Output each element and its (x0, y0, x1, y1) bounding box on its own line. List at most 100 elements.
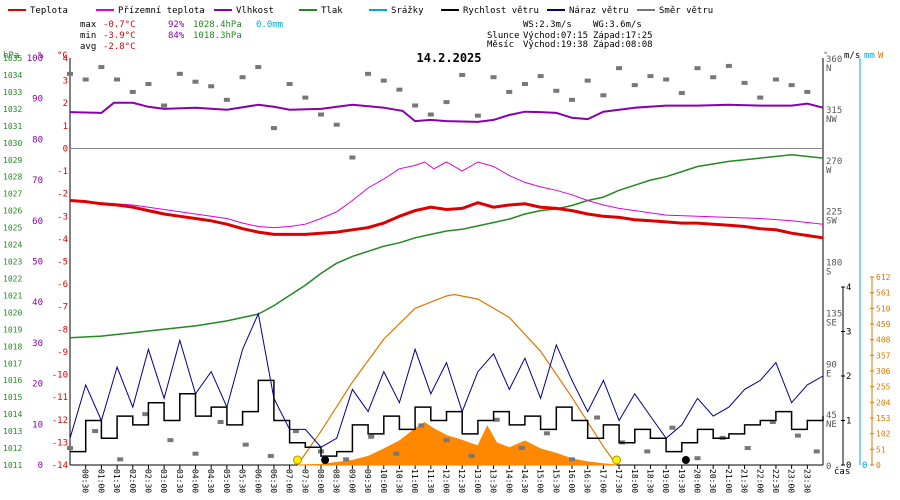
solar-tick-label: 408 (876, 336, 891, 345)
x-axis-label: čas (834, 466, 850, 477)
wind-direction-mark (647, 74, 654, 79)
pressure-line (69, 153, 824, 339)
wind-direction-mark (678, 91, 685, 96)
stat-min-label: min (80, 31, 96, 41)
wind-direction-mark (208, 84, 215, 89)
wind-direction-mark (302, 95, 309, 100)
direction-tick-label: 270 (826, 157, 842, 167)
x-tick-label: 18:30 (645, 469, 654, 493)
x-tick-label: 09:30 (363, 469, 372, 493)
x-tick-label: 08:00 (316, 469, 325, 493)
solar-tick-label: 102 (876, 430, 891, 439)
speed-tick-label: 2 (846, 372, 851, 382)
temp-tick-label: -8 (57, 325, 68, 335)
direction-tick-label: 315 (826, 106, 842, 116)
wind-ws: WS:2.3m/s (523, 20, 572, 30)
temp-tick-label: 0 (63, 144, 68, 154)
wind-direction-mark (725, 63, 732, 68)
x-tick-label: 23:00 (787, 469, 796, 493)
wind-direction-mark (490, 75, 497, 80)
wind-direction-mark (142, 412, 149, 417)
temp-tick-label: -2 (57, 190, 68, 200)
temp-tick-label: -4 (57, 235, 68, 245)
pressure-tick-label: 1030 (3, 139, 22, 148)
pressure-tick-label: 1033 (3, 88, 22, 97)
wind-direction-mark (368, 434, 375, 439)
wind-direction-mark (521, 82, 528, 87)
pressure-tick-label: 1029 (3, 156, 22, 165)
wind-direction-mark (343, 457, 350, 462)
wind-direction-mark (459, 72, 466, 77)
temp-tick-label: -14 (52, 461, 68, 471)
x-tick-label: 16:30 (583, 469, 592, 493)
moon-set: Západ:08:08 (593, 40, 653, 50)
rain-tick-label: 0 (862, 461, 867, 471)
wind-direction-mark (192, 451, 199, 456)
x-tick-label: 07:00 (285, 469, 294, 493)
humidity-tick-label: 10 (32, 420, 43, 430)
temp-tick-label: 4 (63, 54, 68, 64)
x-tick-label: 01:00 (96, 469, 105, 493)
speed-tick-label: 3 (846, 328, 851, 338)
x-tick-label: 18:00 (630, 469, 639, 493)
direction-tick-label: 360 (826, 55, 842, 65)
x-tick-label: 17:00 (598, 469, 607, 493)
wind-direction-mark (757, 95, 764, 100)
wind-direction-mark (788, 83, 795, 88)
pressure-tick-label: 1024 (3, 241, 22, 250)
wind-direction-mark (600, 93, 607, 98)
solar-tick-label: 510 (876, 304, 891, 313)
humidity-tick-label: 0 (38, 461, 43, 471)
legend-item: Náraz větru (569, 6, 629, 16)
wind-direction-mark (468, 453, 475, 458)
x-tick-label: 12:30 (457, 469, 466, 493)
axes: 43210-1-2-3-4-5-6-7-8-9-10-11-12-13-1410… (3, 54, 891, 493)
pressure-tick-label: 1011 (3, 461, 22, 470)
temp-tick-label: -7 (57, 303, 68, 313)
solar-tick-label: 459 (876, 320, 891, 329)
pressure-tick-label: 1016 (3, 376, 22, 385)
wind-direction-mark (167, 438, 174, 443)
x-tick-label: 20:00 (693, 469, 702, 493)
stat-max-rain: 0.0mm (256, 20, 283, 30)
x-tick-label: 03:00 (159, 469, 168, 493)
x-tick-label: 02:30 (143, 469, 152, 493)
moon-rise: Východ:19:38 (523, 40, 588, 50)
pressure-tick-label: 1013 (3, 427, 22, 436)
temp-tick-label: -3 (57, 212, 68, 222)
solar-tick-label: 153 (876, 414, 891, 423)
x-tick-label: 23:30 (802, 469, 811, 493)
stat-max-temp: -0.7°C (103, 20, 136, 30)
wind-direction-mark (318, 112, 324, 117)
wind-direction-mark (794, 433, 801, 438)
wind-direction-mark (694, 456, 701, 461)
wind-direction-mark (380, 78, 387, 83)
wind-direction-mark (286, 82, 293, 87)
wind-direction-mark (92, 429, 99, 434)
wind-direction-mark (443, 100, 450, 105)
unit-dir: ° (823, 51, 828, 61)
pressure-tick-label: 1019 (3, 325, 22, 334)
wind-direction-mark (772, 77, 779, 82)
wind-direction-mark (117, 457, 124, 462)
temperature-line (69, 199, 824, 240)
unit-speed: m/s (844, 51, 860, 61)
direction-tick-label: 180 (826, 259, 842, 269)
x-tick-label: 22:00 (755, 469, 764, 493)
x-tick-label: 22:30 (771, 469, 780, 493)
wind-direction-mark (396, 87, 403, 92)
x-tick-label: 12:00 (442, 469, 451, 493)
humidity-tick-label: 100 (27, 54, 43, 64)
solar-tick-label: 561 (876, 289, 891, 298)
wind-direction-mark (474, 113, 481, 118)
wind-direction-mark (616, 66, 623, 71)
wind-direction-mark (333, 122, 340, 127)
x-tick-label: 06:30 (269, 469, 278, 493)
pressure-tick-label: 1015 (3, 393, 22, 402)
wind-direction-mark (292, 429, 299, 434)
wind-direction-mark (506, 89, 513, 94)
wind-direction-mark (270, 126, 277, 131)
humidity-tick-label: 30 (32, 339, 43, 349)
humidity-tick-label: 60 (32, 217, 43, 227)
wind-direction-mark (569, 97, 575, 102)
